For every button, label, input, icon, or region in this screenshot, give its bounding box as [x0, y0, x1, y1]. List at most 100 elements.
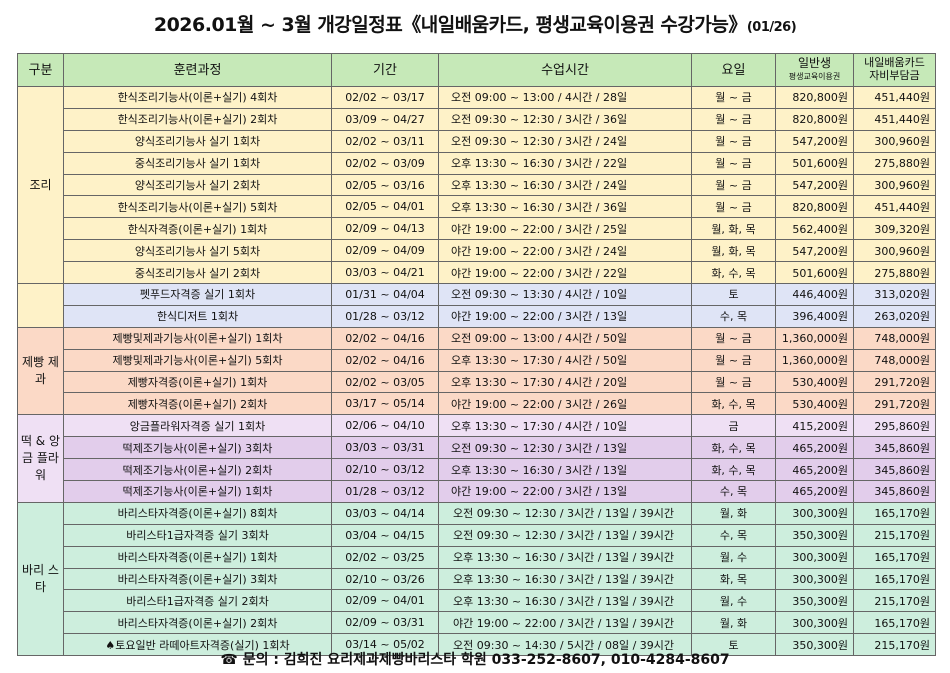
- period-cell: 01/28 ~ 03/12: [331, 304, 439, 328]
- period-cell: 02/06 ~ 04/10: [331, 414, 439, 438]
- time-cell: 오전 09:00 ~ 13:00 / 4시간 / 50일: [438, 326, 692, 350]
- card-price-cell: 748,000원: [853, 326, 936, 350]
- time-cell: 야간 19:00 ~ 22:00 / 3시간 / 13일: [438, 304, 692, 328]
- time-cell: 오후 13:30 ~ 17:30 / 4시간 / 10일: [438, 414, 692, 438]
- general-price-cell: 547,200원: [775, 129, 854, 153]
- course-cell: 양식조리기능사 실기 1회차: [63, 129, 332, 153]
- card-price-cell: 295,860원: [853, 414, 936, 438]
- table-row: 떡제조기능사(이론+실기) 1회차 01/28 ~ 03/12 야간 19:00 ~…: [18, 480, 936, 503]
- general-price-cell: 300,300원: [775, 501, 854, 525]
- contact-text: 문의 : 김희진 요리제과제빵바리스타 학원 033-252-8607, 010…: [242, 652, 730, 668]
- time-cell: 오전 09:30 ~ 12:30 / 3시간 / 36일: [438, 107, 692, 131]
- card-price-cell: 165,170원: [853, 611, 936, 635]
- card-price-cell: 451,440원: [853, 195, 936, 219]
- general-price-cell: 465,200원: [775, 436, 854, 460]
- course-cell: 한식조리기능사(이론+실기) 4회차: [63, 86, 332, 109]
- time-cell: 야간 19:00 ~ 22:00 / 3시간 / 25일: [438, 217, 692, 241]
- general-price-cell: 300,300원: [775, 545, 854, 569]
- table-row: 바리스타1급자격증 실기 3회차 03/04 ~ 04/15 오전 09:30 ~ …: [18, 523, 936, 547]
- card-price-cell: 275,880원: [853, 151, 936, 175]
- table-row: 중식조리기능사 실기 1회차 02/02 ~ 03/09 오후 13:30 ~ 16…: [18, 151, 936, 175]
- days-cell: 월, 화: [691, 611, 776, 635]
- period-cell: 03/09 ~ 04/27: [331, 107, 439, 131]
- days-cell: 화, 수, 목: [691, 436, 776, 460]
- time-cell: 오전 09:30 ~ 12:30 / 3시간 / 13일 / 39시간: [438, 523, 692, 547]
- time-cell: 야간 19:00 ~ 22:00 / 3시간 / 13일: [438, 480, 692, 503]
- course-cell: 제빵및제과기능사(이론+실기) 5회차: [63, 348, 332, 372]
- header-general-line1: 일반생: [797, 56, 832, 70]
- course-cell: 바리스타자격증(이론+실기) 1회차: [63, 545, 332, 569]
- period-cell: 02/09 ~ 04/13: [331, 217, 439, 241]
- header-card-price: 내일배움카드 자비부담금: [853, 53, 936, 87]
- period-cell: 02/02 ~ 03/09: [331, 151, 439, 175]
- general-price-cell: 1,360,000원: [775, 348, 854, 372]
- course-cell: 중식조리기능사 실기 1회차: [63, 151, 332, 175]
- course-cell: 중식조리기능사 실기 2회차: [63, 261, 332, 285]
- period-cell: 02/05 ~ 04/01: [331, 195, 439, 219]
- table-row: 한식디저트 1회차 01/28 ~ 03/12 야간 19:00 ~ 22:00 /…: [18, 304, 936, 328]
- table-row: 양식조리기능사 실기 1회차 02/02 ~ 03/11 오전 09:30 ~ 12…: [18, 129, 936, 153]
- time-cell: 야간 19:00 ~ 22:00 / 3시간 / 22일: [438, 261, 692, 285]
- course-cell: 펫푸드자격증 실기 1회차: [63, 283, 332, 306]
- schedule-table: 구분 훈련과정 기간 수업시간 요일 일반생 평생교육이용권 내일배움카드 자비부담…: [17, 53, 936, 657]
- course-cell: 바리스타1급자격증 실기 3회차: [63, 523, 332, 547]
- days-cell: 금: [691, 414, 776, 438]
- time-cell: 야간 19:00 ~ 22:00 / 3시간 / 24일: [438, 239, 692, 263]
- time-cell: 오후 13:30 ~ 17:30 / 4시간 / 20일: [438, 370, 692, 394]
- general-price-cell: 415,200원: [775, 414, 854, 438]
- general-price-cell: 300,300원: [775, 567, 854, 591]
- table-row: 제빵자격증(이론+실기) 2회차 03/17 ~ 05/14 야간 19:00 ~ …: [18, 392, 936, 416]
- days-cell: 토: [691, 283, 776, 306]
- general-price-cell: 446,400원: [775, 283, 854, 306]
- general-price-cell: 562,400원: [775, 217, 854, 241]
- general-price-cell: 547,200원: [775, 239, 854, 263]
- time-cell: 오후 13:30 ~ 17:30 / 4시간 / 50일: [438, 348, 692, 372]
- general-price-cell: 465,200원: [775, 480, 854, 503]
- days-cell: 월 ~ 금: [691, 348, 776, 372]
- phone-icon: ☎: [220, 652, 238, 668]
- table-row: 한식조리기능사(이론+실기) 5회차 02/05 ~ 04/01 오후 13:30 …: [18, 195, 936, 219]
- general-price-cell: 820,800원: [775, 107, 854, 131]
- table-row: 양식조리기능사 실기 2회차 02/05 ~ 03/16 오후 13:30 ~ 16…: [18, 173, 936, 197]
- course-cell: 제빵및제과기능사(이론+실기) 1회차: [63, 326, 332, 350]
- days-cell: 토: [691, 633, 776, 657]
- period-cell: 02/10 ~ 03/12: [331, 458, 439, 482]
- period-cell: 03/03 ~ 03/31: [331, 436, 439, 460]
- header-time: 수업시간: [438, 53, 692, 87]
- card-price-cell: 300,960원: [853, 129, 936, 153]
- general-price-cell: 501,600원: [775, 261, 854, 285]
- contact-footer: ☎ 문의 : 김희진 요리제과제빵바리스타 학원 033-252-8607, 0…: [0, 649, 950, 669]
- days-cell: 월, 화: [691, 501, 776, 525]
- card-price-cell: 291,720원: [853, 370, 936, 394]
- category-jori: 조리: [17, 85, 64, 285]
- time-cell: 오전 09:30 ~ 12:30 / 3시간 / 13일: [438, 436, 692, 460]
- card-price-cell: 313,020원: [853, 283, 936, 306]
- time-cell: 오후 13:30 ~ 16:30 / 3시간 / 13일: [438, 458, 692, 482]
- header-period: 기간: [331, 53, 439, 87]
- table-row: ♠토요일반 라떼아트자격증(실기) 1회차 03/14 ~ 05/02 오전 09:…: [18, 633, 936, 657]
- days-cell: 수, 목: [691, 304, 776, 328]
- course-cell: 바리스타자격증(이론+실기) 8회차: [63, 501, 332, 525]
- course-cell: 바리스타1급자격증 실기 2회차: [63, 589, 332, 613]
- general-price-cell: 547,200원: [775, 173, 854, 197]
- card-price-cell: 345,860원: [853, 480, 936, 503]
- course-cell: 떡제조기능사(이론+실기) 1회차: [63, 480, 332, 503]
- general-price-cell: 350,300원: [775, 589, 854, 613]
- table-row: 바리스타1급자격증 실기 2회차 02/09 ~ 04/01 오후 13:30 ~ …: [18, 589, 936, 613]
- days-cell: 월 ~ 금: [691, 86, 776, 109]
- time-cell: 오전 09:30 ~ 12:30 / 3시간 / 13일 / 39시간: [438, 501, 692, 525]
- period-cell: 03/03 ~ 04/14: [331, 501, 439, 525]
- days-cell: 월, 화, 목: [691, 217, 776, 241]
- page-title: 2026.01월 ~ 3월 개강일정표《내일배움카드, 평생교육이용권 수강가능…: [0, 10, 950, 37]
- header-general-line2: 평생교육이용권: [788, 72, 841, 81]
- general-price-cell: 396,400원: [775, 304, 854, 328]
- period-cell: 02/09 ~ 04/01: [331, 589, 439, 613]
- course-cell: 양식조리기능사 실기 5회차: [63, 239, 332, 263]
- course-cell: 제빵자격증(이론+실기) 2회차: [63, 392, 332, 416]
- period-cell: 02/02 ~ 04/16: [331, 326, 439, 350]
- card-price-cell: 165,170원: [853, 501, 936, 525]
- time-cell: 오전 09:30 ~ 14:30 / 5시간 / 08일 / 39시간: [438, 633, 692, 657]
- card-price-cell: 748,000원: [853, 348, 936, 372]
- period-cell: 01/31 ~ 04/04: [331, 283, 439, 306]
- days-cell: 월 ~ 금: [691, 195, 776, 219]
